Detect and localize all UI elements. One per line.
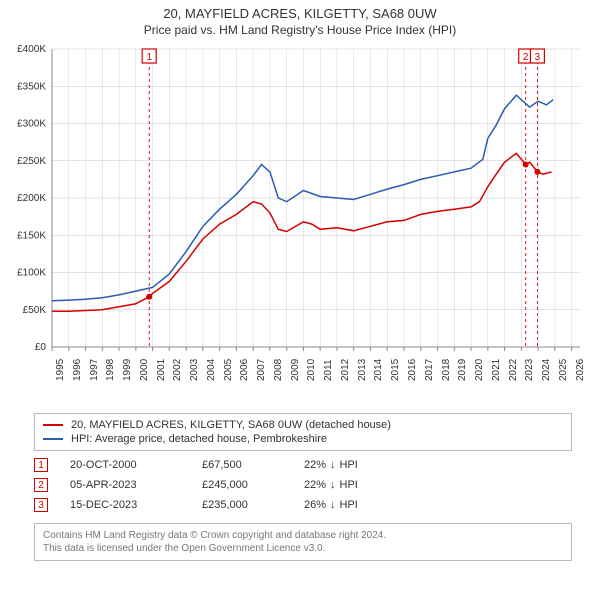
x-axis-label: 2006 [239, 359, 250, 381]
x-axis-label: 1997 [89, 359, 100, 381]
transaction-marker [523, 161, 529, 167]
x-axis-label: 1996 [72, 359, 83, 381]
legend-item: 20, MAYFIELD ACRES, KILGETTY, SA68 0UW (… [43, 418, 563, 432]
transaction-marker [146, 294, 152, 300]
transaction-number: 2 [34, 478, 48, 492]
x-axis-label: 2001 [156, 359, 167, 381]
x-axis-label: 2025 [558, 359, 569, 381]
footer-line-2: This data is licensed under the Open Gov… [43, 542, 563, 555]
svg-text:£250K: £250K [17, 156, 46, 167]
svg-text:£200K: £200K [17, 193, 46, 204]
hpi-label: HPI [340, 499, 358, 511]
svg-text:2: 2 [523, 52, 529, 63]
x-axis-label: 2023 [524, 359, 535, 381]
x-axis-label: 2022 [508, 359, 519, 381]
transaction-hpi: 26% ↓ HPI [304, 499, 394, 511]
x-axis-label: 2016 [407, 359, 418, 381]
svg-text:1: 1 [146, 52, 152, 63]
x-axis-label: 2005 [223, 359, 234, 381]
svg-text:£350K: £350K [17, 81, 46, 92]
transaction-row: 3 15-DEC-2023 £235,000 26% ↓ HPI [34, 495, 572, 515]
line-chart-svg: £0 £50K £100K £150K £200K £250K £300K £350K £400… [0, 37, 600, 407]
x-axis-label: 1998 [105, 359, 116, 381]
arrow-down-icon: ↓ [330, 459, 336, 471]
legend-label: HPI: Average price, detached house, Pemb… [71, 433, 327, 445]
transaction-date: 05-APR-2023 [70, 479, 180, 491]
x-axis-label: 2004 [206, 359, 217, 381]
svg-text:£50K: £50K [23, 305, 47, 316]
transaction-price: £245,000 [202, 479, 282, 491]
chart-title: 20, MAYFIELD ACRES, KILGETTY, SA68 0UW [0, 6, 600, 21]
transaction-hpi-pct: 22% [304, 459, 326, 471]
x-axis-label: 2013 [357, 359, 368, 381]
arrow-down-icon: ↓ [330, 499, 336, 511]
transaction-date: 20-OCT-2000 [70, 459, 180, 471]
transaction-hpi: 22% ↓ HPI [304, 459, 394, 471]
transaction-row: 2 05-APR-2023 £245,000 22% ↓ HPI [34, 475, 572, 495]
x-axis-label: 2018 [441, 359, 452, 381]
legend-item: HPI: Average price, detached house, Pemb… [43, 432, 563, 446]
transaction-row: 1 20-OCT-2000 £67,500 22% ↓ HPI [34, 455, 572, 475]
x-axis-label: 2017 [424, 359, 435, 381]
svg-text:£300K: £300K [17, 119, 46, 130]
transaction-hpi-pct: 26% [304, 499, 326, 511]
x-axis-label: 2011 [323, 359, 334, 381]
x-axis-label: 2015 [390, 359, 401, 381]
x-axis-label: 2007 [256, 359, 267, 381]
hpi-label: HPI [340, 459, 358, 471]
svg-text:3: 3 [535, 52, 541, 63]
legend-swatch [43, 424, 63, 426]
transaction-date: 15-DEC-2023 [70, 499, 180, 511]
x-axis-label: 1999 [122, 359, 133, 381]
x-axis-label: 2003 [189, 359, 200, 381]
x-axis-label: 2012 [340, 359, 351, 381]
transaction-hpi: 22% ↓ HPI [304, 479, 394, 491]
series-property [52, 153, 552, 311]
x-axis-label: 2021 [491, 359, 502, 381]
transaction-number: 3 [34, 498, 48, 512]
svg-text:£400K: £400K [17, 44, 46, 55]
arrow-down-icon: ↓ [330, 479, 336, 491]
chart-subtitle: Price paid vs. HM Land Registry's House … [0, 23, 600, 37]
x-axis-label: 2014 [373, 359, 384, 381]
transaction-table: 1 20-OCT-2000 £67,500 22% ↓ HPI 2 05-APR-2023 £2… [34, 455, 572, 515]
x-axis-label: 2008 [273, 359, 284, 381]
x-axis-label: 2019 [457, 359, 468, 381]
svg-text:£150K: £150K [17, 230, 46, 241]
legend: 20, MAYFIELD ACRES, KILGETTY, SA68 0UW (… [34, 413, 572, 451]
x-axis-label: 1995 [55, 359, 66, 381]
transaction-price: £67,500 [202, 459, 282, 471]
x-axis-label: 2000 [139, 359, 150, 381]
attribution-footer: Contains HM Land Registry data © Crown c… [34, 523, 572, 561]
hpi-label: HPI [340, 479, 358, 491]
transaction-hpi-pct: 22% [304, 479, 326, 491]
chart-area: £0 £50K £100K £150K £200K £250K £300K £350K £400… [0, 37, 600, 407]
legend-swatch [43, 438, 63, 440]
transaction-marker [534, 169, 540, 175]
x-axis-label: 2002 [172, 359, 183, 381]
x-axis-label: 2009 [290, 359, 301, 381]
x-axis-label: 2026 [575, 359, 586, 381]
svg-text:£0: £0 [35, 342, 47, 353]
svg-text:£100K: £100K [17, 268, 46, 279]
x-axis-label: 2010 [306, 359, 317, 381]
footer-line-1: Contains HM Land Registry data © Crown c… [43, 529, 563, 542]
legend-label: 20, MAYFIELD ACRES, KILGETTY, SA68 0UW (… [71, 419, 391, 431]
x-axis-label: 2020 [474, 359, 485, 381]
transaction-price: £235,000 [202, 499, 282, 511]
transaction-number: 1 [34, 458, 48, 472]
x-axis-label: 2024 [541, 359, 552, 381]
